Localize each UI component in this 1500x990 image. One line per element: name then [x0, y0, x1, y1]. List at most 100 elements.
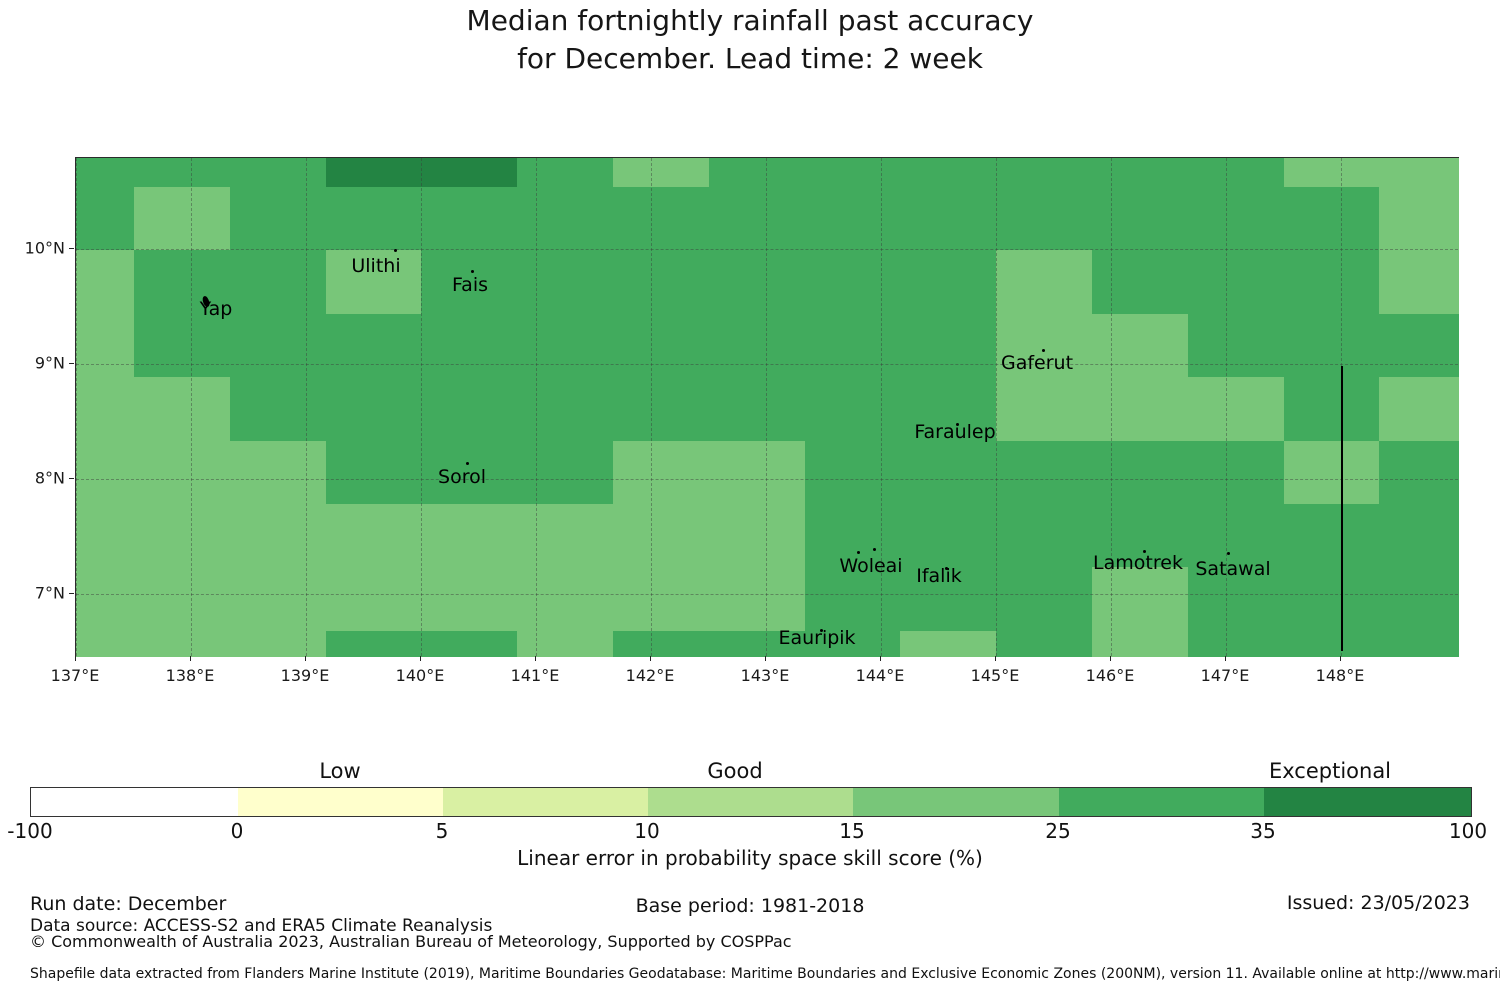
map-cell [1092, 440, 1189, 505]
y-axis-tick [69, 593, 74, 594]
longitude-gridline [881, 158, 882, 656]
map-cell [517, 250, 614, 315]
map-cell [134, 630, 231, 657]
map-cell [229, 440, 327, 505]
island-label: Gaferut [1000, 352, 1074, 374]
latitude-gridline [76, 594, 1458, 595]
map-cell [76, 158, 135, 188]
map-cell [517, 187, 614, 251]
map-cell [325, 158, 422, 188]
skill-heatmap [75, 157, 1459, 657]
colorbar-segment [853, 788, 1059, 816]
island-marker [466, 462, 469, 465]
map-cell [325, 377, 422, 442]
map-cell [229, 630, 327, 657]
map-cell [613, 313, 710, 378]
map-cell [1283, 567, 1380, 632]
map-cell [804, 250, 901, 315]
map-cell [1187, 567, 1285, 632]
island-label: Woleai [839, 555, 903, 577]
map-cell [708, 250, 806, 315]
map-cell [804, 377, 901, 442]
map-cell [1187, 187, 1285, 251]
run-date-text: Run date: December [30, 893, 227, 915]
x-axis-tick [1225, 656, 1226, 661]
longitude-gridline [651, 158, 652, 656]
map-cell [613, 440, 710, 505]
colorbar-segment [31, 788, 238, 816]
colorbar-tick-label: 35 [1250, 819, 1276, 843]
x-axis-tick-label: 137°E [50, 666, 100, 685]
y-axis-tick-label: 7°N [34, 583, 65, 603]
map-cell [996, 377, 1093, 442]
map-cell [517, 504, 614, 568]
map-cell [804, 187, 901, 251]
map-cell [1283, 313, 1380, 378]
map-cell [517, 567, 614, 632]
y-axis-tick-label: 8°N [34, 468, 65, 488]
map-cell [1092, 504, 1189, 568]
map-cell [1379, 567, 1459, 632]
map-cell [1283, 504, 1380, 568]
colorbar-tick-label: -100 [7, 819, 53, 843]
figure-title-line2: for December. Lead time: 2 week [517, 42, 983, 75]
x-axis-tick [1110, 656, 1111, 661]
colorbar-tick-label: 15 [839, 819, 865, 843]
longitude-gridline [421, 158, 422, 656]
map-cell [421, 440, 518, 505]
map-cell [134, 313, 231, 378]
colorbar-segment [443, 788, 648, 816]
map-cell [229, 250, 327, 315]
map-cell [996, 158, 1093, 188]
map-cell [708, 504, 806, 568]
x-axis-tick [420, 656, 421, 661]
map-cell [996, 440, 1093, 505]
map-cell [1283, 250, 1380, 315]
map-cell [325, 440, 422, 505]
map-cell [76, 313, 135, 378]
map-cell [1379, 313, 1459, 378]
x-axis-tick [305, 656, 306, 661]
map-cell [517, 440, 614, 505]
island-label: Ulithi [351, 255, 401, 277]
y-axis-tick-label: 10°N [24, 238, 65, 258]
x-axis-tick [190, 656, 191, 661]
x-axis-tick [765, 656, 766, 661]
y-axis-tick-label: 9°N [34, 353, 65, 373]
island-label: Satawal [1195, 558, 1271, 580]
colorbar-tick-label: 5 [435, 819, 449, 843]
map-cell [134, 504, 231, 568]
map-cell [517, 313, 614, 378]
colorbar-segment [238, 788, 443, 816]
island-label: Ifalik [916, 565, 962, 587]
map-cell [1379, 158, 1459, 188]
map-cell [421, 250, 518, 315]
map-cell [1092, 630, 1189, 657]
map-cell [325, 504, 422, 568]
island-marker [1042, 349, 1045, 352]
longitude-gridline [306, 158, 307, 656]
x-axis-tick-label: 143°E [740, 666, 790, 685]
map-cell [76, 440, 135, 505]
maritime-boundary-line [1341, 366, 1343, 651]
longitude-gridline [1226, 158, 1227, 656]
longitude-gridline [76, 158, 77, 656]
island-label: Sorol [438, 466, 486, 488]
map-cell [1283, 158, 1380, 188]
map-cell [421, 504, 518, 568]
map-cell [900, 567, 997, 632]
x-axis-tick-label: 139°E [280, 666, 330, 685]
map-cell [134, 187, 231, 251]
map-cell [325, 250, 422, 315]
shapefile-attribution-text: Shapefile data extracted from Flanders M… [30, 966, 1500, 982]
x-axis-tick-label: 142°E [625, 666, 675, 685]
map-cell [421, 313, 518, 378]
map-cell [229, 313, 327, 378]
island-marker [857, 551, 860, 554]
map-cell [76, 187, 135, 251]
map-cell [613, 187, 710, 251]
map-cell [996, 504, 1093, 568]
map-cell [325, 630, 422, 657]
island-label: Fais [451, 274, 489, 296]
map-cell [421, 187, 518, 251]
